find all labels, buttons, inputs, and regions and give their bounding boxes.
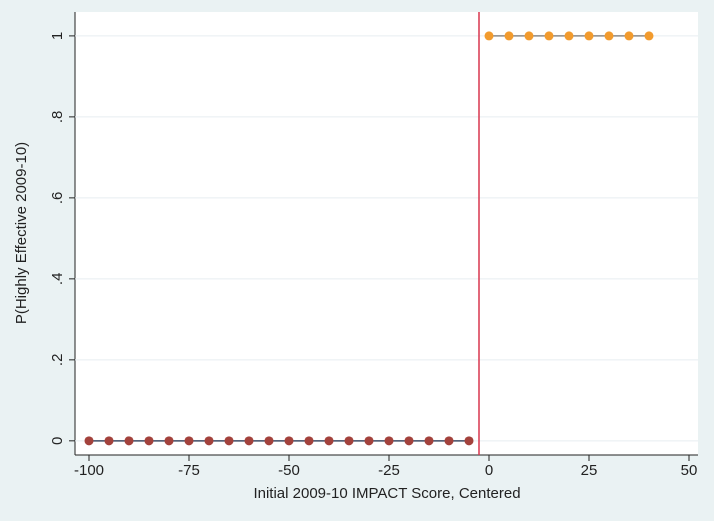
- point: [584, 31, 594, 41]
- point: [344, 436, 354, 446]
- point: [84, 436, 94, 446]
- y-tick-label: .8: [49, 111, 66, 124]
- point: [604, 31, 614, 41]
- point: [204, 436, 214, 446]
- y-axis-title: P(Highly Effective 2009-10): [13, 142, 30, 324]
- y-tick-label: 1: [49, 32, 66, 40]
- point: [364, 436, 374, 446]
- point: [404, 436, 414, 446]
- x-tick-label: 50: [681, 462, 698, 479]
- point: [644, 31, 654, 41]
- point: [164, 436, 174, 446]
- point: [444, 436, 454, 446]
- y-tick-label: .6: [49, 192, 66, 205]
- point: [504, 31, 514, 41]
- point: [104, 436, 114, 446]
- y-tick-label: 0: [49, 437, 66, 445]
- point: [484, 31, 494, 41]
- point: [524, 31, 534, 41]
- y-tick-label: .4: [49, 273, 66, 286]
- point: [304, 436, 314, 446]
- x-tick-label: -25: [378, 462, 400, 479]
- x-tick-label: -50: [278, 462, 300, 479]
- x-tick-label: -100: [74, 462, 104, 479]
- x-tick-label: 0: [485, 462, 493, 479]
- y-tick-label: .2: [49, 354, 66, 367]
- x-tick-label: 25: [581, 462, 598, 479]
- point: [544, 31, 554, 41]
- point: [184, 436, 194, 446]
- point: [624, 31, 634, 41]
- point: [264, 436, 274, 446]
- point: [244, 436, 254, 446]
- plot-area: [75, 12, 698, 455]
- point: [144, 436, 154, 446]
- point: [324, 436, 334, 446]
- point: [284, 436, 294, 446]
- x-axis-title: Initial 2009-10 IMPACT Score, Centered: [253, 485, 520, 502]
- point: [384, 436, 394, 446]
- point: [424, 436, 434, 446]
- point: [224, 436, 234, 446]
- point: [564, 31, 574, 41]
- x-tick-label: -75: [178, 462, 200, 479]
- point: [464, 436, 474, 446]
- point: [124, 436, 134, 446]
